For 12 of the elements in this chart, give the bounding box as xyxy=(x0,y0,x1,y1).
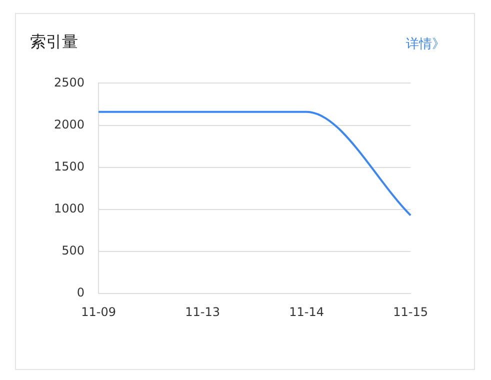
x-tick-label: 11-14 xyxy=(289,304,324,319)
y-tick-label: 2000 xyxy=(54,117,85,132)
x-tick-label: 11-15 xyxy=(393,304,428,319)
y-tick-label: 1500 xyxy=(54,159,85,174)
chart-title: 索引量 xyxy=(30,32,78,53)
y-tick-label: 500 xyxy=(62,244,85,258)
y-tick-label: 0 xyxy=(76,286,85,300)
x-tick-label: 11-13 xyxy=(185,304,220,319)
text: 详情》 xyxy=(406,36,445,53)
y-tick-label: 2500 xyxy=(54,75,85,90)
x-tick-label: 11-09 xyxy=(81,304,116,319)
y-tick-label: 1000 xyxy=(54,202,85,216)
